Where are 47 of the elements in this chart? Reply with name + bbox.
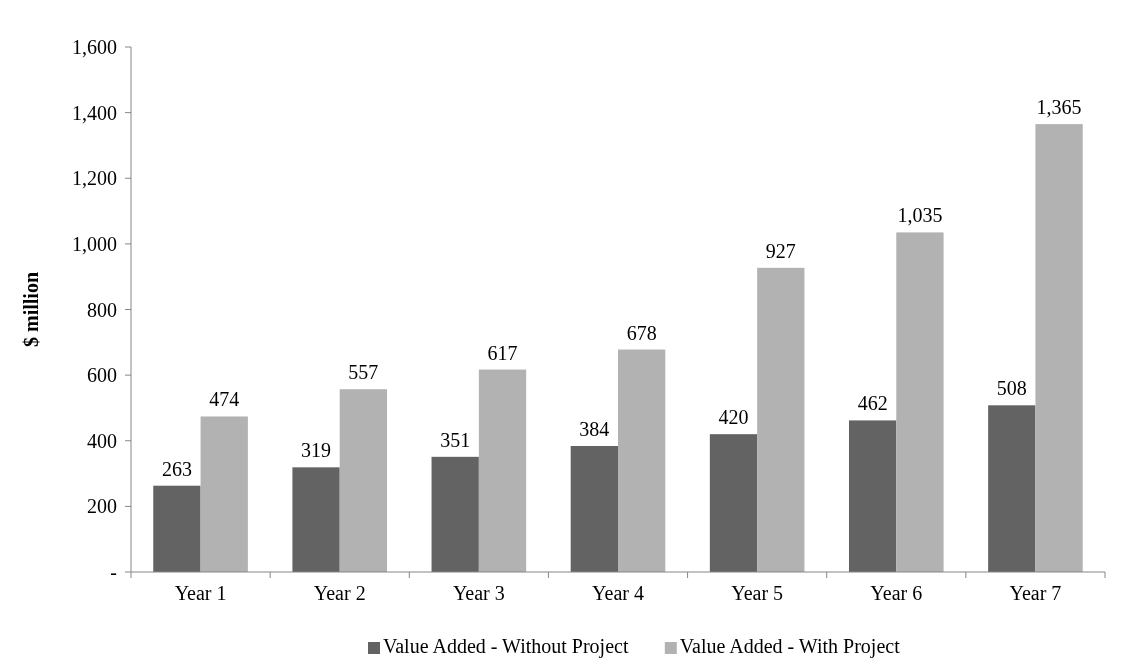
- y-tick-label: 1,400: [72, 101, 117, 124]
- x-tick-label: Year 2: [313, 582, 366, 604]
- x-tick-label: Year 7: [1009, 582, 1062, 604]
- x-tick-label: Year 1: [174, 582, 227, 604]
- y-tick-label: 1,600: [72, 36, 117, 58]
- legend-label: Value Added - Without Project: [383, 635, 629, 658]
- data-label: 462: [857, 392, 888, 415]
- data-label: 1,365: [1036, 96, 1082, 119]
- y-tick-label: 400: [87, 429, 117, 452]
- bar: [570, 446, 618, 572]
- y-tick-label: 200: [87, 495, 117, 518]
- bar: [431, 456, 479, 572]
- bar: [618, 349, 666, 572]
- y-tick-label: 1,200: [72, 167, 117, 190]
- bar: [848, 420, 897, 572]
- x-tick-label: Year 5: [731, 582, 784, 604]
- data-label: 263: [161, 457, 192, 480]
- bar: [757, 267, 805, 572]
- x-tick-label: Year 6: [870, 582, 923, 604]
- data-label: 1,035: [897, 204, 943, 227]
- y-tick-label: 600: [87, 364, 117, 387]
- data-label: 474: [209, 388, 240, 411]
- bar: [200, 416, 248, 572]
- bar: [709, 434, 758, 572]
- data-label: 384: [579, 418, 610, 440]
- bar: [292, 467, 340, 572]
- bar: [1035, 124, 1083, 572]
- y-axis-title: $ million: [20, 271, 42, 348]
- y-tick-label: -: [110, 561, 117, 583]
- legend-label: Value Added - With Project: [679, 635, 901, 658]
- bar: [478, 369, 527, 572]
- x-tick-label: Year 3: [452, 582, 505, 604]
- data-label: 557: [348, 361, 379, 384]
- data-label: 927: [765, 239, 796, 262]
- data-label: 351: [440, 428, 471, 451]
- y-tick-label: 800: [87, 298, 117, 321]
- data-label: 319: [301, 439, 332, 462]
- y-tick-label: 1,000: [72, 232, 117, 255]
- bar: [896, 232, 944, 572]
- bar: [339, 389, 388, 572]
- x-tick-label: Year 4: [592, 582, 644, 604]
- data-label: 678: [626, 321, 657, 344]
- data-label: 617: [487, 341, 518, 364]
- bar: [153, 485, 201, 572]
- data-label: 420: [718, 406, 749, 429]
- data-label: 508: [996, 377, 1027, 400]
- bar: [988, 405, 1036, 572]
